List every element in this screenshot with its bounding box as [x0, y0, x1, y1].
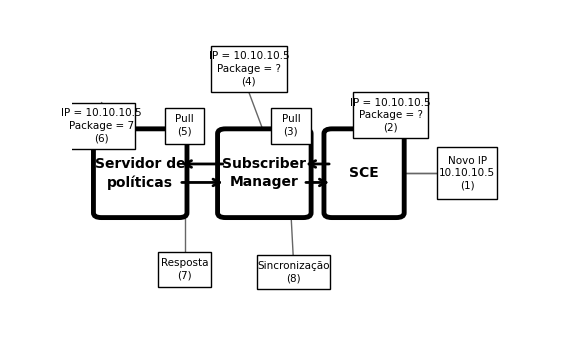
- FancyBboxPatch shape: [324, 129, 404, 217]
- FancyBboxPatch shape: [93, 129, 187, 217]
- Text: Pull
(3): Pull (3): [281, 115, 300, 137]
- FancyBboxPatch shape: [69, 103, 135, 149]
- FancyBboxPatch shape: [211, 46, 287, 92]
- FancyBboxPatch shape: [158, 252, 211, 287]
- Text: IP = 10.10.10.5
Package = ?
(4): IP = 10.10.10.5 Package = ? (4): [209, 51, 289, 86]
- Text: Servidor de
políticas: Servidor de políticas: [95, 157, 185, 190]
- FancyBboxPatch shape: [438, 147, 497, 199]
- FancyBboxPatch shape: [217, 129, 311, 217]
- Text: Subscriber
Manager: Subscriber Manager: [223, 157, 307, 189]
- Text: Resposta
(7): Resposta (7): [161, 258, 208, 281]
- FancyBboxPatch shape: [271, 108, 311, 143]
- FancyBboxPatch shape: [257, 255, 329, 289]
- Text: SCE: SCE: [349, 166, 379, 180]
- Text: Sincronização
(8): Sincronização (8): [257, 261, 329, 283]
- Text: IP = 10.10.10.5
Package = 7
(6): IP = 10.10.10.5 Package = 7 (6): [61, 108, 142, 143]
- Text: Novo IP
10.10.10.5
(1): Novo IP 10.10.10.5 (1): [439, 156, 495, 191]
- Text: IP = 10.10.10.5
Package = ?
(2): IP = 10.10.10.5 Package = ? (2): [351, 98, 431, 132]
- FancyBboxPatch shape: [165, 108, 205, 143]
- FancyBboxPatch shape: [353, 92, 428, 138]
- Text: Pull
(5): Pull (5): [175, 115, 194, 137]
